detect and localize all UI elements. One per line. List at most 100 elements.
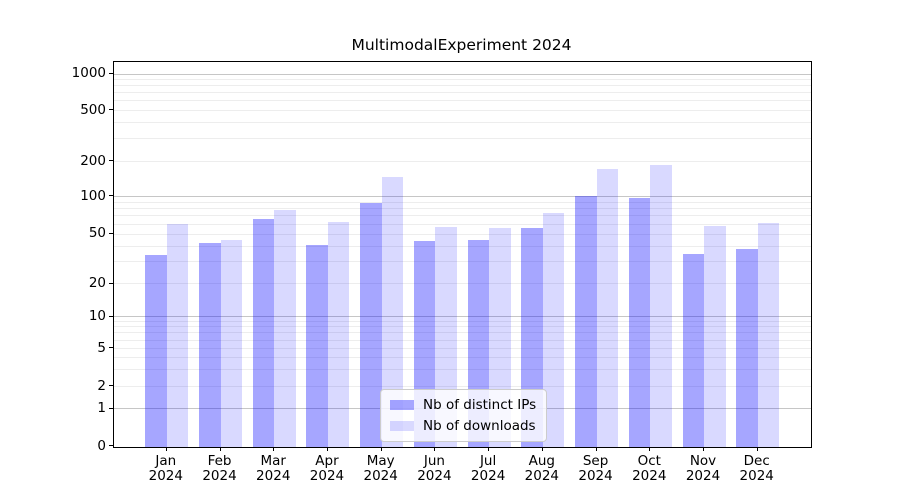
x-tick-label: May 2024 [363, 452, 398, 484]
y-tick-label: 2 [97, 377, 106, 394]
y-tick-label: 20 [88, 275, 106, 291]
bar-downloads-dec [757, 222, 780, 447]
bar-distinct-ips-oct [628, 198, 651, 447]
x-tick-label: Aug 2024 [524, 452, 559, 484]
bar-distinct-ips-dec [736, 249, 758, 447]
y-tick-mark [109, 160, 113, 161]
bar-downloads-sep [596, 168, 619, 447]
y-tick-mark [109, 109, 113, 111]
x-tick-mark [165, 446, 167, 451]
x-tick-mark [434, 446, 436, 451]
y-tick-mark [109, 407, 113, 409]
bars-layer [114, 62, 811, 447]
gridline-minor [114, 368, 811, 370]
gridline-minor [114, 109, 811, 111]
legend-swatch-downloads-icon [390, 420, 414, 432]
gridline-minor [114, 357, 811, 359]
bar-downloads-aug [542, 212, 565, 447]
x-tick-label: Oct 2024 [632, 452, 667, 484]
gridline-minor [114, 78, 811, 80]
gridline-major [114, 316, 811, 318]
legend: Nb of distinct IPs Nb of downloads [380, 389, 547, 442]
y-tick-mark [109, 445, 113, 446]
gridline-minor [114, 332, 811, 334]
y-tick-label: 1 [97, 400, 106, 416]
x-tick-label: Jul 2024 [470, 452, 506, 484]
x-tick-mark [703, 446, 704, 451]
legend-row-distinct-ips: Nb of distinct IPs [390, 397, 536, 413]
y-tick-mark [109, 385, 113, 387]
x-tick-label: Jan 2024 [148, 452, 183, 484]
x-tick-label: Mar 2024 [256, 452, 291, 484]
gridline-minor [114, 100, 811, 102]
bar-downloads-feb [220, 240, 243, 447]
gridline-minor [114, 85, 811, 87]
y-tick-mark [109, 195, 113, 197]
grid-layer [114, 62, 811, 447]
y-tick-label: 50 [88, 225, 106, 242]
x-tick-label: Sep 2024 [578, 452, 613, 484]
bar-distinct-ips-apr [306, 245, 328, 447]
y-tick-mark [109, 72, 113, 74]
y-tick-label: 5 [97, 339, 106, 356]
legend-row-downloads: Nb of downloads [390, 418, 536, 434]
bar-downloads-oct [650, 164, 672, 447]
y-tick-mark [109, 232, 113, 234]
x-tick-label: Dec 2024 [739, 452, 774, 484]
y-tick-label: 0 [97, 437, 106, 454]
x-tick-label: Feb 2024 [202, 452, 237, 484]
gridline-minor [114, 215, 811, 217]
bar-distinct-ips-sep [575, 195, 597, 447]
x-tick-mark [273, 446, 275, 451]
gridline-minor [114, 223, 811, 225]
x-tick-mark [219, 446, 221, 451]
gridline-minor [114, 137, 811, 139]
y-tick-mark [109, 282, 113, 284]
gridline-minor [114, 348, 811, 349]
y-tick-label: 500 [80, 101, 106, 118]
bar-distinct-ips-nov [682, 253, 704, 447]
gridline-minor [114, 261, 811, 263]
x-tick-mark [488, 446, 490, 451]
x-tick-label: Apr 2024 [309, 452, 345, 484]
bar-distinct-ips-mar [252, 218, 275, 447]
bar-downloads-apr [327, 222, 350, 447]
bar-distinct-ips-feb [199, 242, 221, 447]
gridline-minor [114, 385, 811, 387]
gridline-minor [114, 320, 811, 322]
x-tick-label: Nov 2024 [685, 452, 721, 484]
bar-distinct-ips-may [360, 202, 382, 447]
x-tick-mark [595, 446, 597, 451]
bar-downloads-jan [166, 223, 189, 447]
gridline-minor [114, 92, 811, 94]
y-tick-label: 1000 [71, 65, 106, 82]
x-tick-mark [541, 446, 543, 451]
bar-downloads-nov [704, 225, 726, 447]
gridline-minor [114, 160, 811, 162]
x-tick-mark [326, 446, 328, 451]
gridline-minor [114, 339, 811, 341]
gridline-minor [114, 121, 811, 123]
x-tick-mark [756, 446, 758, 451]
gridline-major [114, 73, 811, 75]
y-tick-label: 200 [80, 152, 106, 169]
x-tick-mark [380, 446, 382, 451]
y-tick-mark [109, 315, 113, 317]
y-tick-mark [109, 347, 113, 349]
gridline-major [114, 196, 811, 197]
bar-distinct-ips-jan [145, 255, 167, 447]
x-tick-mark [649, 446, 651, 451]
y-tick-label: 10 [88, 308, 106, 324]
legend-label-distinct-ips: Nb of distinct IPs [423, 397, 537, 413]
gridline-minor [114, 326, 811, 328]
legend-label-downloads: Nb of downloads [423, 418, 536, 434]
gridline-minor [114, 245, 811, 247]
gridline-minor [114, 283, 811, 285]
plot-area: Nb of distinct IPs Nb of downloads [113, 61, 812, 448]
y-tick-label: 100 [80, 187, 106, 204]
x-tick-label: Jun 2024 [417, 452, 452, 484]
bar-downloads-may [381, 176, 404, 447]
chart-title: MultimodalExperiment 2024 [351, 36, 572, 54]
bar-downloads-mar [274, 210, 296, 447]
